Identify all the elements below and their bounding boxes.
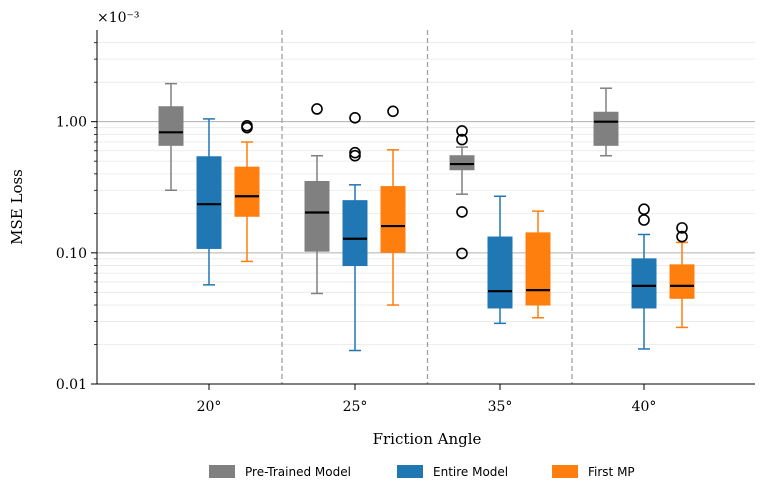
box-entire-model [631, 203, 657, 350]
x-tick-label: 35° [488, 399, 513, 415]
outlier-point [456, 125, 468, 137]
box-iqr [525, 232, 551, 306]
outlier-point [387, 105, 399, 118]
box-entire-model [196, 118, 222, 286]
box-first-mp [669, 222, 695, 329]
outlier-point [638, 214, 650, 226]
y-tick-label: 1.00 [56, 115, 87, 131]
box-entire-model [342, 112, 368, 352]
y-tick-label: 0.10 [56, 246, 87, 262]
box-iqr [631, 258, 657, 309]
box-iqr [342, 200, 368, 267]
box-pre-trained-model [593, 87, 619, 157]
legend-label: First MP [588, 465, 635, 479]
legend-label: Entire Model [433, 465, 508, 479]
grid-layer [97, 42, 755, 385]
x-axis-title: Friction Angle [373, 430, 482, 448]
legend-item: First MP [552, 465, 635, 479]
legend-swatch [209, 465, 235, 478]
outlier-point [241, 121, 253, 134]
y-scale-note: ×10⁻³ [97, 10, 140, 26]
box-pre-trained-model [449, 125, 475, 260]
box-iqr [158, 106, 184, 146]
y-tick-label: 0.01 [56, 377, 87, 393]
box-iqr [449, 155, 475, 171]
box-first-mp [380, 105, 406, 306]
outlier-point [638, 203, 650, 216]
box-pre-trained-model [158, 82, 184, 192]
outlier-point [349, 149, 361, 162]
box-iqr [487, 236, 513, 309]
outlier-point [311, 103, 323, 115]
x-tick-label: 40° [632, 399, 657, 415]
axes-layer: 0.01 0.10 1.00 20° 25° 35° 40° [56, 30, 755, 415]
box-first-mp [525, 210, 551, 319]
x-tick-label: 25° [343, 399, 368, 415]
outlier-point [676, 222, 688, 234]
category-separators [281, 30, 573, 384]
outlier-point [676, 230, 688, 243]
box-iqr [669, 264, 695, 299]
legend: Pre-Trained Model Entire Model First MP [209, 465, 635, 479]
y-axis-title: MSE Loss [8, 169, 26, 245]
outlier-point [349, 112, 361, 124]
legend-swatch [397, 465, 423, 478]
box-iqr [593, 111, 619, 146]
boxes-layer [158, 82, 695, 352]
box-iqr [196, 156, 222, 249]
legend-label: Pre-Trained Model [245, 465, 351, 479]
outlier-point [456, 206, 468, 218]
box-iqr [380, 186, 406, 253]
outlier-point [349, 146, 361, 159]
box-pre-trained-model [304, 103, 330, 295]
outlier-point [456, 247, 468, 260]
box-first-mp [234, 120, 260, 263]
legend-item: Pre-Trained Model [209, 465, 351, 479]
box-iqr [304, 180, 330, 252]
outlier-point [456, 133, 468, 146]
x-tick-label: 20° [197, 399, 222, 415]
box-entire-model [487, 195, 513, 325]
box-iqr [234, 166, 260, 217]
legend-item: Entire Model [397, 465, 508, 479]
legend-swatch [552, 465, 578, 478]
